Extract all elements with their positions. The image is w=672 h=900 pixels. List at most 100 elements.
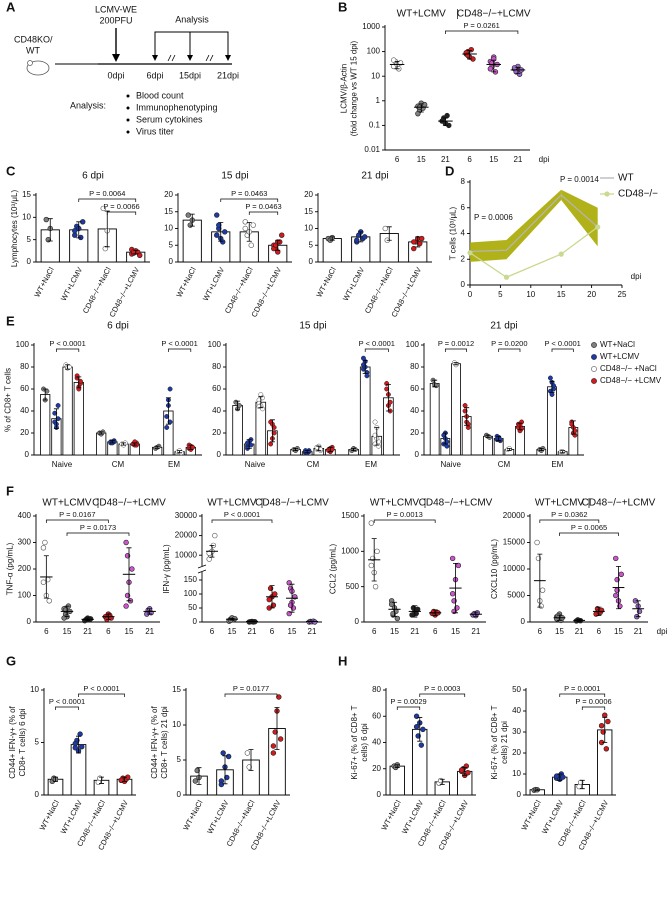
y-tick-label: 40 xyxy=(372,738,381,747)
data-point xyxy=(55,416,61,422)
error-bar xyxy=(602,716,608,743)
error-bar xyxy=(557,773,563,781)
time-break xyxy=(167,54,214,62)
y-axis-label: CD8+ T cells) 6 dpi xyxy=(18,708,27,776)
comparison-bracket xyxy=(551,348,574,352)
comparison-bracket xyxy=(211,519,273,523)
data-point xyxy=(572,428,578,434)
comparison-bracket xyxy=(66,532,130,536)
x-tick-label: WT+NaCl xyxy=(174,265,197,298)
data-point xyxy=(118,777,124,783)
data-point xyxy=(277,736,284,742)
bar xyxy=(232,405,243,456)
panel-title: 6 dpi xyxy=(107,321,129,332)
axis-break-mark xyxy=(197,564,207,574)
error-bar xyxy=(85,617,91,622)
group-label: WT+LCMV xyxy=(535,498,585,509)
y-tick-label: 5 xyxy=(309,240,314,249)
error-bar xyxy=(289,583,295,613)
data-point xyxy=(598,722,605,729)
error-bar xyxy=(351,448,357,451)
data-point xyxy=(413,724,420,730)
error-bar xyxy=(98,431,104,435)
analysis-item: Serum cytokines xyxy=(136,114,203,124)
comparison-bracket xyxy=(56,348,80,352)
error-bar xyxy=(65,364,71,370)
error-bar xyxy=(392,601,397,617)
comparison-bracket xyxy=(581,706,606,710)
annotation: P = 0.0014 xyxy=(560,175,599,184)
data-point xyxy=(394,615,401,622)
data-point xyxy=(560,774,566,780)
panel-letter: H xyxy=(338,653,347,668)
data-point xyxy=(458,767,465,773)
group-label: CD48−/−+LCMV xyxy=(92,498,166,509)
comparison-label: P = 0.0173 xyxy=(80,523,116,532)
annotation: P = 0.0006 xyxy=(474,213,513,222)
error-bar xyxy=(293,448,299,451)
data-point xyxy=(361,355,366,361)
panel-letter: B xyxy=(338,0,347,14)
data-point xyxy=(444,443,450,449)
y-axis-label: (fold change vs WT 15 dpi) xyxy=(350,40,359,136)
legend-marker xyxy=(591,378,597,384)
comparison-bracket xyxy=(248,211,279,215)
data-point xyxy=(268,441,274,447)
data-point xyxy=(52,410,58,416)
timepoint: 6dpi xyxy=(146,70,163,80)
error-bar xyxy=(570,420,576,435)
data-point xyxy=(79,743,85,750)
error-bar xyxy=(275,239,281,251)
data-point xyxy=(418,742,425,748)
data-point xyxy=(220,239,226,245)
y-tick-label: 10 xyxy=(512,769,521,778)
group-label: WT+LCMV xyxy=(42,498,92,509)
x-tick-label: 6 xyxy=(210,627,215,636)
y-tick-label: 200 xyxy=(18,564,32,573)
error-bar xyxy=(557,614,562,621)
y-tick-label: 60 xyxy=(372,711,381,720)
data-point xyxy=(214,212,220,218)
y-tick-label: 60 xyxy=(410,384,419,393)
legend-label: CD48−/− +LCMV xyxy=(600,376,662,385)
error-bar xyxy=(327,446,333,453)
legend-marker xyxy=(591,342,597,348)
error-bar xyxy=(229,617,235,621)
data-point xyxy=(212,532,218,539)
comparison-bracket xyxy=(373,519,436,523)
data-point xyxy=(549,392,555,397)
x-tick-label: WT+NaCl xyxy=(32,265,55,298)
comparison-label: P = 0.0066 xyxy=(103,202,139,211)
x-tick-label: 21 xyxy=(513,155,522,164)
comparison-label: P = 0.0177 xyxy=(233,684,269,693)
y-axis-label: CXCL10 (pg/mL) xyxy=(490,539,499,599)
y-tick-label: 5 xyxy=(177,755,182,764)
y-tick-label: 150 xyxy=(184,575,198,584)
x-tick-label: WT+LCMV xyxy=(540,799,565,836)
data-point xyxy=(270,743,277,749)
error-bar xyxy=(53,408,59,429)
y-tick-label: 10000 xyxy=(503,564,526,573)
panel-a-schematic: CD48KO/ WT LCMV-WE 200PFU Analysis 0dpi … xyxy=(14,4,239,136)
error-bar xyxy=(126,547,132,602)
group-label: WT+LCMV xyxy=(370,498,420,509)
data-point xyxy=(391,57,397,63)
legend-marker xyxy=(591,366,597,372)
comparison-label: P = 0.0003 xyxy=(424,684,460,693)
legend-label: WT+NaCl xyxy=(600,340,635,349)
y-tick-label: 0 xyxy=(169,257,174,266)
x-tick-label: WT+LCMV xyxy=(59,266,84,303)
bar xyxy=(547,386,557,456)
x-tick-label: 15 xyxy=(614,627,623,636)
error-bar xyxy=(537,553,543,608)
x-tick-label: Naive xyxy=(245,460,266,469)
data-point xyxy=(137,252,143,259)
x-tick-label: CD48−/−+NaCl xyxy=(81,265,113,315)
data-point xyxy=(605,718,611,725)
x-tick-label: 6 xyxy=(106,627,111,636)
comparison-label: P < 0.0001 xyxy=(359,339,395,348)
error-bar xyxy=(517,422,523,431)
data-point xyxy=(242,219,248,225)
data-point xyxy=(248,242,254,248)
data-point xyxy=(87,616,94,622)
